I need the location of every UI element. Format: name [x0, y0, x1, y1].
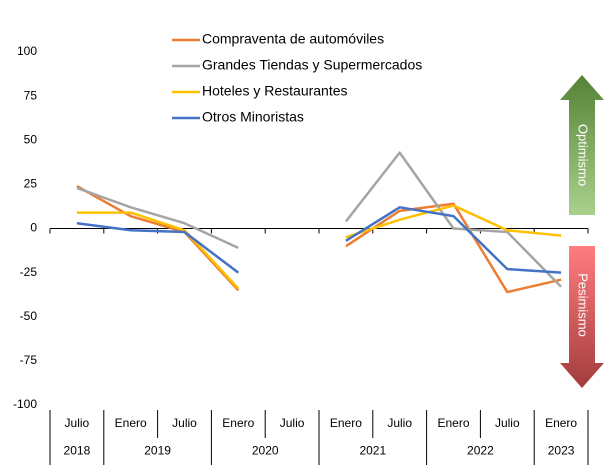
series-line — [345, 206, 562, 274]
annotation: Pesimismo — [576, 273, 591, 337]
x-tick-label: Julio — [495, 416, 520, 430]
x-group-label: 2020 — [252, 444, 279, 458]
y-tick-label: -25 — [20, 265, 38, 279]
y-tick-label: -50 — [20, 309, 38, 323]
y-tick-label: 50 — [24, 132, 38, 146]
x-tick-label: Julio — [65, 416, 90, 430]
series-line — [76, 211, 240, 290]
series-line — [344, 151, 562, 288]
y-tick-label: 75 — [24, 88, 38, 102]
legend-label: Grandes Tiendas y Supermercados — [202, 57, 422, 73]
x-tick-label: Enero — [222, 416, 254, 430]
y-tick-label: 0 — [30, 221, 37, 235]
pessimism-arrow — [560, 246, 604, 388]
x-group-label: 2019 — [144, 444, 171, 458]
x-tick-label: Julio — [280, 416, 305, 430]
x-tick-label: Enero — [115, 416, 147, 430]
optimism-arrow — [560, 75, 604, 215]
x-tick-label: Enero — [437, 416, 469, 430]
x-tick-label: Enero — [330, 416, 362, 430]
x-tick-label: Enero — [545, 416, 577, 430]
series-line — [76, 186, 239, 250]
y-tick-label: 100 — [17, 44, 37, 58]
series-line — [76, 185, 240, 292]
x-group-label: 2023 — [548, 444, 575, 458]
series-line — [76, 221, 240, 274]
y-tick-label: -75 — [20, 353, 38, 367]
x-group-label: 2021 — [359, 444, 386, 458]
series-line — [345, 202, 562, 294]
legend-label: Compraventa de automóviles — [202, 31, 384, 47]
annotation: Optimismo — [576, 124, 591, 186]
legend-label: Otros Minoristas — [202, 109, 304, 125]
x-tick-label: Julio — [387, 416, 412, 430]
x-tick-label: Julio — [172, 416, 197, 430]
y-tick-label: -100 — [13, 397, 37, 411]
x-group-label: 2022 — [467, 444, 494, 458]
x-group-label: 2018 — [64, 444, 91, 458]
y-tick-label: 25 — [24, 177, 38, 191]
legend-label: Hoteles y Restaurantes — [202, 83, 348, 99]
series-line — [345, 204, 562, 239]
